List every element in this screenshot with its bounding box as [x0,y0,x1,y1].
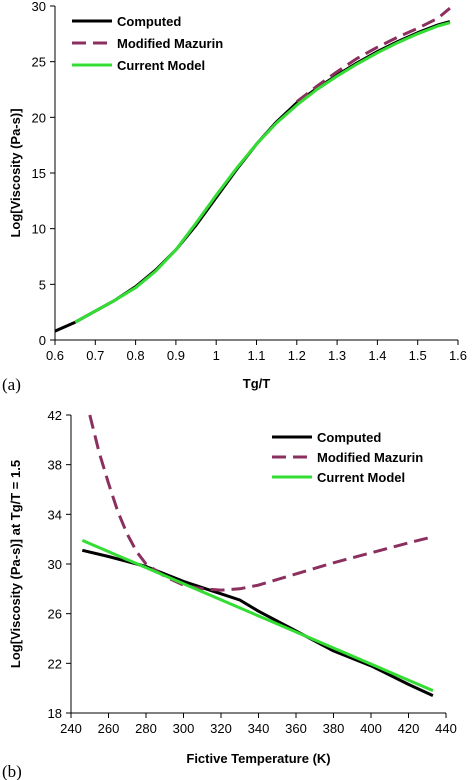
x-tick-label: 340 [248,721,270,736]
x-tick-label: 1.2 [288,348,306,363]
legend-label-current-model: Current Model [117,58,205,73]
x-tick-label: 400 [360,721,382,736]
y-axis-title: Log[Viscosity (Pa-s)] [8,108,23,237]
legend-label-modified-mazurin: Modified Mazurin [317,450,423,465]
x-tick-label: 1.4 [368,348,386,363]
x-tick-label: 440 [435,721,457,736]
x-tick-label: 360 [285,721,307,736]
y-tick-label: 26 [48,607,62,622]
x-tick-label: 0.8 [127,348,145,363]
y-tick-label: 10 [32,222,46,237]
x-tick-label: 0.9 [167,348,185,363]
x-tick-label: 1 [213,348,220,363]
series-line-computed [81,548,434,697]
y-axis-title: Log[Viscosity (Pa-s)] at Tg/T = 1.5 [8,460,23,668]
x-tick-label: 380 [323,721,345,736]
y-tick-label: 30 [48,557,62,572]
x-tick-label: 1.3 [328,348,346,363]
x-axis-title: Tg/T [243,376,270,391]
x-tick-label: 1.5 [409,348,427,363]
x-tick-label: 280 [135,721,157,736]
chart-panel-a: 0.6 0.7 0.8 0.9 1 1.1 1.2 1.3 1.4 1.5 1.6 0 5 10 15 20 2… [2,0,467,394]
y-tick-label: 38 [48,458,62,473]
x-tick-label: 420 [398,721,420,736]
y-tick-label: 20 [32,110,46,125]
series-line-current-model [81,539,434,692]
x-tick-label: 0.6 [46,348,64,363]
y-tick-label: 34 [48,507,62,522]
series-line-modified-mazurin [295,7,451,103]
y-tick-label: 22 [48,656,62,671]
panel-label: (a) [2,375,21,394]
legend-label-computed: Computed [117,14,181,29]
y-tick-label: 5 [39,277,46,292]
x-tick-label: 260 [98,721,120,736]
chart-panel-b: 240 260 280 300 320 340 360 380 400 420 440 18 22 26 3… [2,408,457,780]
legend-label-computed: Computed [317,430,381,445]
x-tick-label: 320 [210,721,232,736]
x-tick-label: 240 [60,721,82,736]
x-tick-label: 300 [173,721,195,736]
series-line-current-model [74,21,451,324]
y-tick-label: 30 [32,0,46,14]
y-tick-label: 15 [32,166,46,181]
x-tick-label: 1.6 [449,348,467,363]
x-axis-title: Fictive Temperature (K) [186,751,330,766]
legend-label-current-model: Current Model [317,470,405,485]
y-tick-label: 25 [32,55,46,70]
x-tick-label: 1.1 [247,348,265,363]
y-tick-label: 0 [39,333,46,348]
y-tick-label: 18 [48,706,62,721]
series-line-computed [54,20,451,333]
legend: Computed Modified Mazurin Current Model [72,14,223,73]
x-tick-label: 0.7 [86,348,104,363]
panel-label: (b) [2,762,22,780]
y-tick-label: 42 [48,408,62,423]
legend-label-modified-mazurin: Modified Mazurin [117,36,223,51]
legend: Computed Modified Mazurin Current Model [272,430,423,485]
